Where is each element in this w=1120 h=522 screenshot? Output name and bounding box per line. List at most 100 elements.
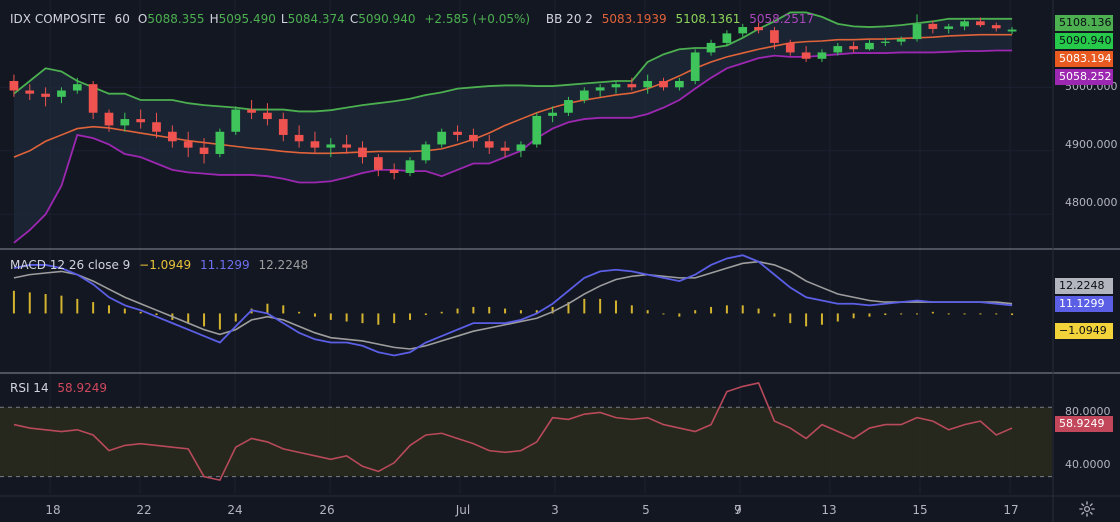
candle-body <box>9 80 19 91</box>
candle-body <box>896 39 906 42</box>
macd-hist-bar <box>409 313 412 320</box>
candle-body <box>579 90 589 101</box>
candle-body <box>278 119 288 135</box>
macd-hist-bar <box>963 313 966 315</box>
candle-body <box>754 27 763 31</box>
macd-label[interactable]: MACD 12 26 close 9 <box>10 258 131 272</box>
bb-upper-tag: 5108.136 <box>1055 15 1113 31</box>
candle-body <box>880 41 890 43</box>
gear-icon[interactable] <box>1078 500 1096 518</box>
macd-hist-bar <box>123 308 126 314</box>
bb-lower-line <box>13 49 1013 244</box>
macd-hist-bar <box>900 313 903 315</box>
symbol-label[interactable]: IDX COMPOSITE <box>10 12 106 26</box>
macd-hist-bar <box>60 295 63 314</box>
candle-body <box>231 109 241 132</box>
bb-upper-line <box>13 11 1013 113</box>
candle-body <box>437 131 447 145</box>
macd-hist-bar <box>155 313 158 316</box>
candle-body <box>57 90 66 97</box>
candle-body <box>199 147 209 154</box>
macd-hist-bar <box>995 313 998 315</box>
price-pane[interactable] <box>9 11 1017 244</box>
interval-label[interactable]: 60 <box>114 12 130 26</box>
candle-body <box>865 42 874 50</box>
macd-hist-bar <box>377 313 380 325</box>
rsi-label[interactable]: RSI 14 <box>10 381 49 395</box>
candle-body <box>532 115 542 145</box>
bb-basis-line <box>13 33 1013 158</box>
macd-hist-bar <box>456 308 459 314</box>
close-price-tag: 5090.940 <box>1055 33 1113 49</box>
macd-hist-bar <box>313 313 316 317</box>
macd-hist-tag: −1.0949 <box>1055 323 1113 339</box>
macd-hist-bar <box>92 302 95 314</box>
candle-body <box>928 23 938 29</box>
macd-hist-bar <box>187 313 190 324</box>
macd-hist-bar <box>979 313 982 315</box>
macd-hist-bar <box>44 294 47 314</box>
candle-body <box>643 80 653 88</box>
macd-hist-bar <box>630 305 633 314</box>
macd-hist-bar <box>234 313 237 322</box>
high-value: 5095.490 <box>218 12 276 26</box>
candle-body <box>120 119 130 126</box>
candle-body <box>469 134 478 142</box>
candle-body <box>770 30 779 43</box>
rsi-tick-40: 40.0000 <box>1065 458 1111 471</box>
candle-body <box>389 169 399 174</box>
candle-body <box>976 21 985 26</box>
candle-body <box>1007 29 1017 32</box>
rsi-line <box>13 382 1013 482</box>
macd-hist-bar <box>424 313 427 316</box>
macd-hist-bar <box>504 308 507 314</box>
date-label: 24 <box>227 503 243 517</box>
candle-body <box>675 80 684 88</box>
candle-body <box>849 46 858 50</box>
macd-hist-bar <box>662 313 665 315</box>
macd-hist-bar <box>282 305 285 314</box>
bb-label[interactable]: BB 20 2 <box>545 12 593 26</box>
candle-body <box>817 52 827 59</box>
macd-hist-bar <box>266 303 269 314</box>
date-label: 13 <box>821 503 837 517</box>
macd-hist-bar <box>551 306 554 314</box>
macd-hist-bar <box>614 300 617 314</box>
macd-hist-bar <box>852 313 855 319</box>
macd-hist-bar <box>646 310 649 314</box>
macd-hist-bar <box>107 305 110 314</box>
rsi-pane[interactable] <box>0 382 1052 482</box>
close-key: C <box>349 12 359 26</box>
macd-hist-bar <box>599 298 602 314</box>
macd-hist-bar <box>931 311 934 314</box>
macd-hist-bar <box>947 313 950 315</box>
bb-lower-tag: 5058.252 <box>1055 69 1113 85</box>
macd-hist-bar <box>773 313 776 317</box>
candle-body <box>168 131 177 142</box>
candle-body <box>548 112 557 116</box>
macd-line <box>13 254 1013 357</box>
bb-basis-tag: 5083.194 <box>1055 51 1113 67</box>
macd-signal-line <box>13 260 1013 350</box>
rsi-tick-80: 80.0000 <box>1065 405 1111 418</box>
macd-hist-bar <box>440 311 443 314</box>
macd-hist-bar <box>820 313 823 325</box>
candle-body <box>88 84 98 113</box>
macd-hist-bar <box>76 298 79 314</box>
macd-hist-bar <box>694 310 697 314</box>
candle-body <box>25 90 35 94</box>
candle-body <box>72 84 82 91</box>
candle-body <box>564 100 573 113</box>
date-label: 15 <box>912 503 928 517</box>
macd-pane[interactable] <box>12 254 1014 357</box>
date-label: 26 <box>319 503 335 517</box>
macd-hist-bar <box>868 313 871 317</box>
candle-body <box>516 144 526 151</box>
candle-body <box>342 144 351 148</box>
macd-hist-bar <box>789 313 792 324</box>
candle-body <box>294 134 304 142</box>
date-label: 5 <box>642 503 650 517</box>
macd-hist-bar <box>725 305 728 314</box>
